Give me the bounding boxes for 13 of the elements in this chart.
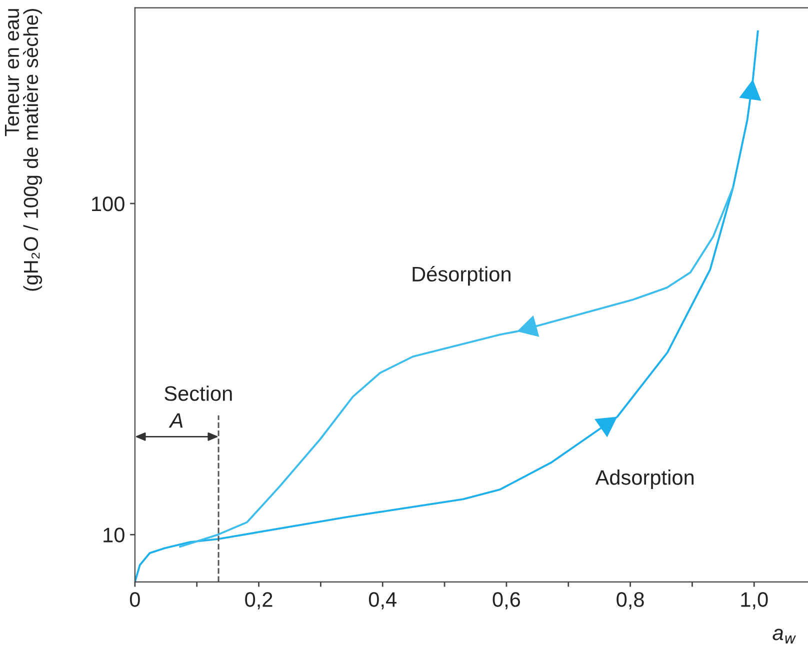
ref-line-label: Section A [164,386,232,428]
x-tick-label: 1,0 [741,592,768,610]
text: Désorption [412,266,510,286]
y-tick-label: 10 [104,528,124,542]
x-tick-label: 0,4 [368,592,396,610]
y-axis-title: Teneur en eau (gH₂O / 100g de matière sèche) [5,9,42,291]
x-tick-label: 0,6 [492,592,520,610]
x-axis-title: a$_{w}$ [772,628,796,644]
series-label: Adsorption [595,470,694,489]
x-tick-label: 0,8 [616,592,644,610]
x-tick-label: 0,2 [245,592,272,610]
x-tick-label: 0 [130,592,140,607]
y-tick-label: 100 [92,196,124,212]
